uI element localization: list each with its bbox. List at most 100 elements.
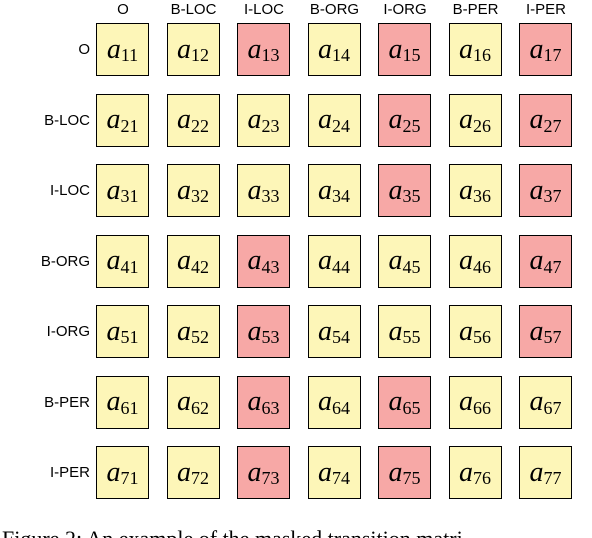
cell-variable: a [459, 33, 473, 65]
cell-variable: a [247, 456, 262, 488]
cell-variable: a [247, 386, 262, 417]
cell: a 51 [96, 305, 149, 358]
row-label: I-ORG [46, 323, 90, 340]
cell: a 62 [166, 375, 220, 429]
cell: a 72 [166, 446, 220, 499]
row-label: I-LOC [49, 182, 90, 199]
masked-cell: a 43 [237, 234, 290, 288]
cell-index: 61 [120, 397, 139, 418]
cell-index: 15 [402, 45, 421, 65]
cell-variable: a [177, 386, 191, 417]
cell-variable: a [459, 386, 473, 417]
cell-index: 14 [332, 45, 350, 65]
cell-variable: a [106, 104, 121, 135]
cell-index: 53 [261, 327, 280, 347]
cell: a 46 [448, 234, 502, 288]
cell-index: 43 [261, 256, 280, 277]
cell-variable: a [388, 386, 403, 417]
row-label: I-PER [49, 464, 90, 481]
cell-index: 64 [332, 397, 350, 418]
cell-variable: a [177, 245, 191, 276]
cell: a 52 [166, 305, 220, 358]
cell: a 74 [307, 446, 361, 499]
cell-index: 31 [120, 186, 139, 206]
cell: a 61 [96, 375, 149, 429]
cell-index: 76 [473, 468, 491, 488]
cell: a 67 [519, 375, 572, 429]
cell-index: 33 [261, 186, 280, 206]
cell-variable: a [318, 174, 332, 206]
row-label: O [78, 41, 90, 58]
cell-index: 27 [543, 115, 562, 136]
cell: a 14 [307, 23, 361, 76]
masked-cell: a 75 [378, 446, 431, 499]
masked-cell: a 37 [519, 164, 572, 217]
column-label: I-PER [525, 1, 566, 18]
cell: a 32 [166, 164, 220, 217]
cell: a 54 [307, 305, 361, 358]
cell: a 66 [448, 375, 502, 429]
cell-variable: a [106, 315, 121, 347]
cell: a 11 [96, 23, 149, 76]
cell: a 76 [448, 446, 502, 499]
cell: a 12 [166, 23, 220, 76]
cell-variable: a [106, 456, 121, 488]
cell-index: 42 [191, 256, 209, 277]
masked-cell: a 73 [237, 446, 290, 499]
cell-index: 45 [402, 256, 421, 277]
cell-variable: a [318, 33, 332, 65]
caption: Figure 2: An example of the masked trans… [2, 526, 463, 538]
cell-variable: a [106, 33, 121, 65]
cell-variable: a [247, 104, 262, 135]
cell-index: 46 [473, 256, 491, 277]
column-label: B-LOC [170, 1, 217, 18]
cell-index: 55 [402, 327, 421, 347]
column-label: O [117, 1, 129, 18]
cell-index: 26 [473, 115, 491, 136]
cell-index: 57 [543, 327, 562, 347]
cell-index: 51 [120, 327, 139, 347]
cell: a 16 [448, 23, 502, 76]
cell-variable: a [106, 245, 121, 276]
cell-variable: a [529, 386, 544, 417]
cell-index: 63 [261, 397, 280, 418]
cell-index: 75 [402, 468, 421, 488]
cell-index: 47 [543, 256, 562, 277]
cell-variable: a [177, 315, 191, 347]
cell-variable: a [177, 33, 191, 65]
masked-cell: a 17 [519, 23, 572, 76]
cell-index: 77 [543, 468, 562, 488]
column-label: I-ORG [383, 1, 427, 18]
cell-index: 25 [402, 115, 421, 136]
cell-index: 72 [191, 468, 209, 488]
cell-index: 54 [332, 327, 350, 347]
column-label: I-LOC [243, 1, 284, 18]
cell-variable: a [388, 174, 403, 206]
cell-index: 71 [120, 468, 139, 488]
masked-cell: a 63 [237, 375, 290, 429]
cell-index: 44 [332, 256, 350, 277]
cell-variable: a [106, 386, 121, 417]
cell-index: 22 [191, 115, 209, 136]
cell: a 26 [448, 93, 502, 147]
masked-cell: a 57 [519, 305, 572, 358]
cell: a 55 [378, 305, 431, 358]
cell: a 45 [378, 234, 431, 288]
cell: a 23 [237, 93, 290, 147]
cell-index: 37 [543, 186, 562, 206]
cell: a 34 [307, 164, 361, 217]
cell-index: 23 [261, 115, 280, 136]
cell: a 36 [448, 164, 502, 217]
cell-variable: a [529, 33, 544, 65]
cell: a 24 [307, 93, 361, 147]
cell: a 44 [307, 234, 361, 288]
cell: a 56 [448, 305, 502, 358]
cell-variable: a [529, 104, 544, 135]
cell-variable: a [459, 104, 473, 135]
cell-index: 17 [543, 45, 562, 65]
cell-variable: a [318, 315, 332, 347]
cell-index: 62 [191, 397, 209, 418]
cell-variable: a [318, 245, 332, 276]
cell: a 42 [166, 234, 220, 288]
